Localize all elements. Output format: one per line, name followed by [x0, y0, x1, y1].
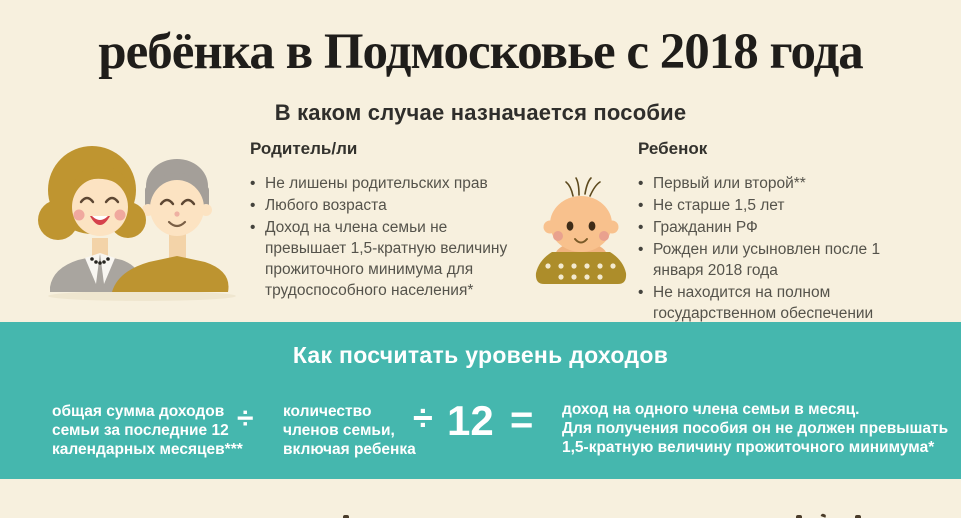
child-column-heading: Ребенок	[638, 139, 708, 158]
parents-couple-icon	[38, 146, 236, 301]
parents-column-heading: Родитель/ли	[250, 139, 358, 158]
formula-number-12: 12	[447, 397, 494, 444]
page-title: ребёнка в Подмосковье с 2018 года	[98, 24, 864, 81]
divide-sign: ÷	[413, 397, 433, 438]
child-requirements-list: Первый или второй** Не старше 1,5 лет Гр…	[638, 173, 918, 324]
list-item: Доход на члена семьи не превышает 1,5-кр…	[250, 217, 512, 301]
list-item: Не старше 1,5 лет	[638, 195, 918, 216]
formula-operand-total-income: общая сумма доходов семьи за последние 1…	[52, 403, 243, 458]
eligibility-section-title: В каком случае назначается пособие	[274, 100, 687, 126]
cut-off-letter-mark	[796, 515, 802, 518]
income-band-heading: Как посчитать уровень доходов	[292, 342, 669, 368]
parents-requirements-list: Не лишены родительских прав Любого возра…	[250, 173, 512, 301]
equals-sign: =	[510, 398, 534, 442]
parents-requirements-column: Родитель/ли Не лишены родительских прав …	[250, 139, 512, 302]
formula-operand-family-members: количество членов семьи, включая ребенка	[283, 403, 416, 458]
list-item: Рожден или усыновлен после 1 января 2018…	[638, 239, 918, 281]
baby-icon	[535, 177, 627, 284]
list-item: Первый или второй**	[638, 173, 918, 194]
income-calculation-band: Как посчитать уровень доходов общая сумм…	[0, 322, 961, 479]
formula-result-text: доход на одного члена семьи в месяц. Для…	[562, 401, 949, 456]
cut-off-letter-mark	[343, 515, 349, 518]
divide-sign: ÷	[237, 402, 254, 435]
list-item: Гражданин РФ	[638, 217, 918, 238]
cut-off-letter-mark	[820, 513, 827, 518]
child-requirements-column: Ребенок Первый или второй** Не старше 1,…	[638, 139, 918, 325]
list-item: Не находится на полном государственном о…	[638, 282, 918, 324]
cut-off-letter-mark	[855, 515, 861, 518]
list-item: Не лишены родительских прав	[250, 173, 512, 194]
list-item: Любого возраста	[250, 195, 512, 216]
